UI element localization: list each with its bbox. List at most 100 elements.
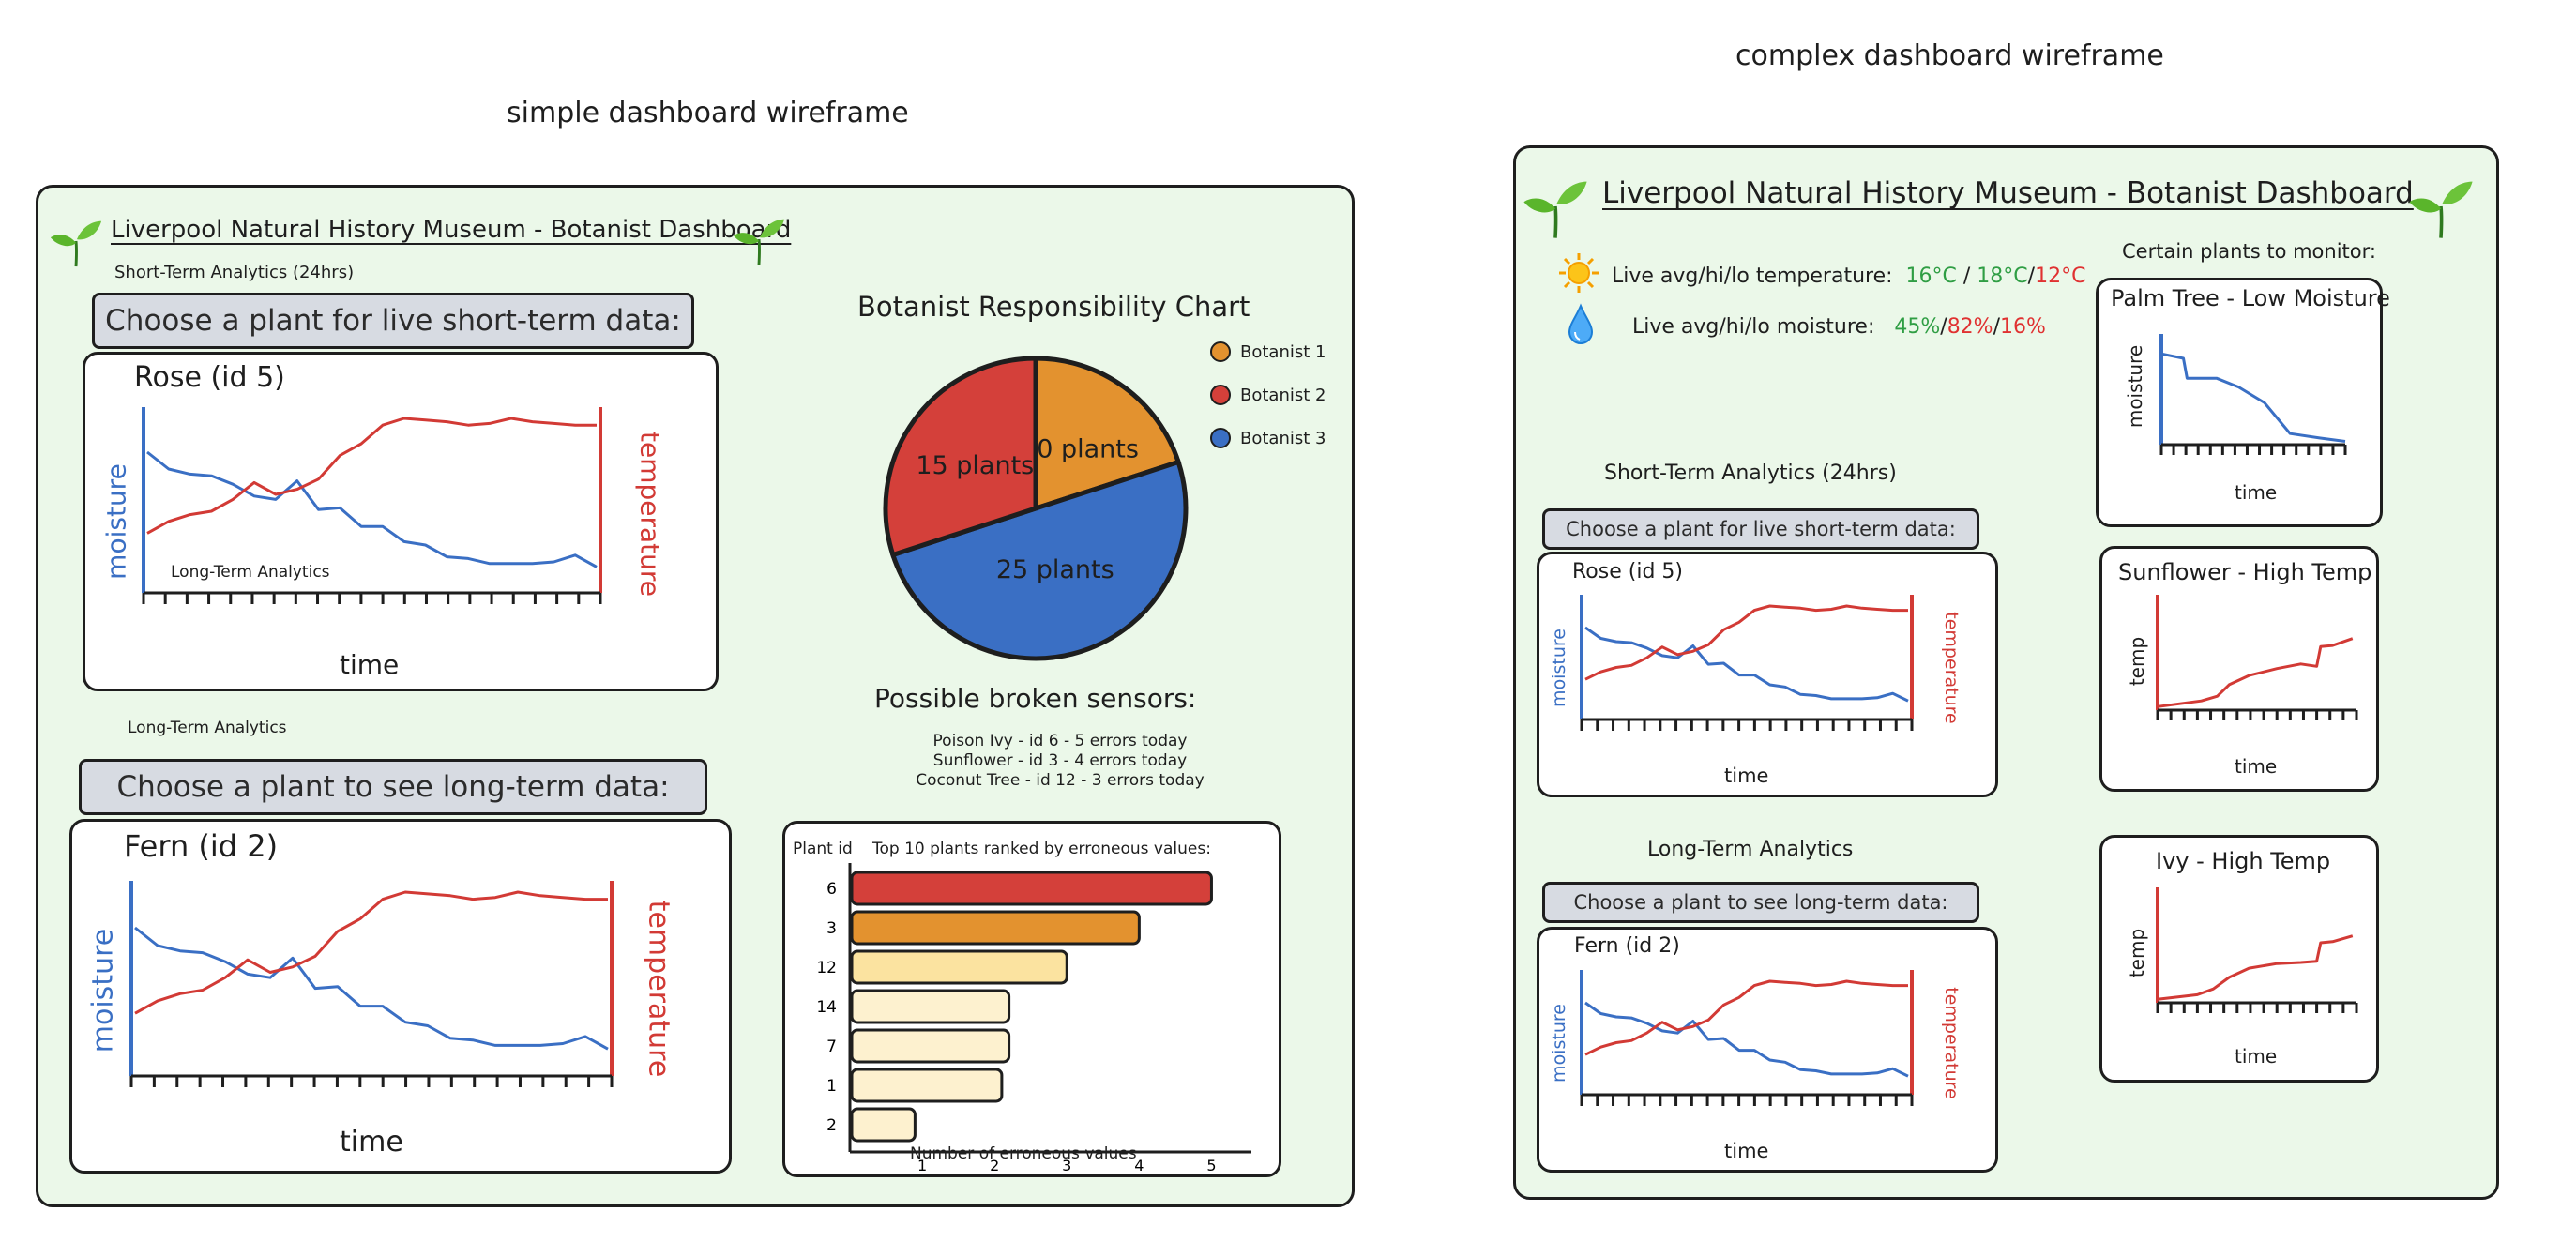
moisture-avg: 45%	[1894, 315, 1941, 339]
short-term-line-chart	[142, 407, 602, 604]
short-term-label: Short-Term Analytics (24hrs)	[1604, 462, 1897, 485]
broken-sensor-line: Sunflower - id 3 - 4 errors today	[932, 751, 1188, 770]
sun-icon	[1559, 253, 1599, 293]
bar-category-label: 12	[816, 959, 837, 977]
bar-category-label: 3	[826, 919, 837, 938]
bar-chart-title: Top 10 plants ranked by erroneous values…	[872, 840, 1211, 858]
temperature-axis-label: temperature	[642, 900, 675, 1078]
monitor-card	[2099, 835, 2379, 1083]
bar	[850, 1107, 917, 1143]
time-axis-label: time	[340, 1126, 403, 1159]
pie-chart-title: Botanist Responsibility Chart	[857, 291, 1250, 323]
moisture-axis-label: moisture	[1549, 1004, 1569, 1083]
broken-sensors-list: Poison Ivy - id 6 - 5 errors today Sunfl…	[901, 732, 1220, 791]
sprout-icon	[2409, 181, 2473, 238]
pie-slice	[1033, 356, 1182, 512]
monitor-label: Certain plants to monitor:	[2122, 240, 2376, 263]
separator: /	[1993, 315, 2001, 339]
broken-sensors-title: Possible broken sensors:	[874, 683, 1197, 714]
time-axis-label: time	[1724, 765, 1769, 787]
moisture-stats-label: Live avg/hi/lo moisture:	[1632, 315, 1875, 339]
long-term-line-chart	[129, 881, 614, 1087]
sprout-stem	[2439, 205, 2444, 238]
series-line	[2157, 637, 2354, 708]
temperature-stats-label: Live avg/hi/lo temperature:	[1612, 265, 1893, 288]
moisture-series-line	[134, 926, 609, 1051]
time-axis-label: time	[2235, 481, 2278, 504]
bar-tick-label: 5	[1206, 1157, 1216, 1174]
sprout-leaf	[1523, 198, 1555, 213]
short-term-plant-select[interactable]: Choose a plant for live short-term data:	[92, 293, 694, 349]
broken-sensor-line: Poison Ivy - id 6 - 5 errors today	[932, 732, 1188, 750]
sprout-icon	[50, 220, 102, 267]
temperature-avg: 16°C	[1905, 265, 1957, 288]
long-term-plant-select[interactable]: Choose a plant to see long-term data:	[1542, 882, 1979, 923]
moisture-axis-label: moisture	[100, 463, 132, 580]
long-term-plant-name: Fern (id 2)	[1574, 934, 1680, 958]
sprout-icon	[1523, 181, 1587, 238]
botanist-pie-chart: 10 plants 25 plants 15 plants	[883, 356, 1189, 661]
bar	[850, 1068, 1004, 1103]
moisture-axis-label: moisture	[86, 928, 120, 1053]
bar	[850, 910, 1141, 946]
monitor-card-title: Palm Tree - Low Moisture	[2111, 285, 2390, 311]
long-term-plant-select[interactable]: Choose a plant to see long-term data:	[79, 759, 707, 815]
moisture-axis-label: moisture	[1549, 629, 1569, 707]
legend-swatch	[1210, 341, 1231, 362]
bar	[850, 949, 1068, 985]
sprout-leaf	[2442, 181, 2473, 204]
long-term-label: Long-Term Analytics	[128, 719, 287, 737]
sprout-leaf	[759, 219, 785, 238]
moisture-axis-label: moisture	[2124, 344, 2146, 429]
long-term-line-chart	[1580, 970, 1914, 1106]
bar	[850, 871, 1213, 906]
bar-tick-label: 1	[917, 1157, 927, 1174]
moisture-lo: 16%	[2000, 315, 2046, 339]
short-term-plant-name: Rose (id 5)	[1572, 560, 1683, 583]
moisture-series-line	[1584, 1001, 1909, 1078]
legend-swatch	[1210, 428, 1231, 448]
pie-legend: Botanist 1 Botanist 2 Botanist 3	[1210, 330, 1326, 460]
monitor-card-title: Ivy - High Temp	[2156, 848, 2331, 874]
time-axis-label: time	[2235, 1045, 2278, 1068]
bar-category-label: 1	[826, 1077, 837, 1096]
sprout-leaf	[2409, 198, 2441, 213]
temperature-series-line	[134, 890, 608, 1015]
sprout-leaf	[1556, 181, 1587, 204]
temperature-series-line	[1584, 979, 1908, 1056]
moisture-series-line	[1584, 626, 1909, 703]
bar-category-label: 2	[826, 1116, 837, 1135]
moisture-stats: Live avg/hi/lo moisture: 45%/82%/16%	[1632, 315, 2046, 339]
short-term-plant-select[interactable]: Choose a plant for live short-term data:	[1542, 508, 1979, 550]
short-term-line-chart	[1580, 595, 1914, 731]
temp-axis-label: temp	[2126, 636, 2148, 687]
legend-item: Botanist 2	[1210, 373, 1326, 417]
complex-wireframe-title: complex dashboard wireframe	[1735, 39, 2164, 72]
sprout-leaf	[50, 235, 76, 247]
long-term-plant-name: Fern (id 2)	[124, 828, 279, 864]
temperature-hi: 18°C	[1977, 265, 2028, 288]
bar-x-axis-label: Number of erroneous values	[910, 1144, 1137, 1163]
bar-tick-label: 4	[1134, 1157, 1144, 1174]
separator: /	[2027, 265, 2036, 288]
moisture-hi: 82%	[1947, 315, 1993, 339]
bar-tick-label: 2	[990, 1157, 999, 1174]
pie-slice	[889, 459, 1189, 661]
sprout-leaf	[76, 220, 102, 240]
short-term-label: Short-Term Analytics (24hrs)	[114, 263, 355, 282]
monitor-card-title: Sunflower - High Temp	[2118, 559, 2372, 585]
legend-swatch	[1210, 385, 1231, 405]
complex-dashboard-title: Liverpool Natural History Museum - Botan…	[1602, 176, 2414, 210]
time-axis-label: time	[1724, 1140, 1769, 1162]
pie-slice-label: 25 plants	[996, 555, 1114, 584]
simple-dashboard-title: Liverpool Natural History Museum - Botan…	[111, 216, 792, 244]
bar	[850, 989, 1011, 1024]
legend-item: Botanist 1	[1210, 330, 1326, 373]
palm-tree-moisture-chart	[2159, 334, 2347, 455]
sprout-leaf	[733, 233, 759, 245]
series-line	[2160, 352, 2346, 443]
temperature-axis-label: temperature	[1941, 987, 1962, 1099]
temperature-axis-label: temperature	[1941, 612, 1962, 724]
long-term-label: Long-Term Analytics	[1647, 838, 1854, 861]
